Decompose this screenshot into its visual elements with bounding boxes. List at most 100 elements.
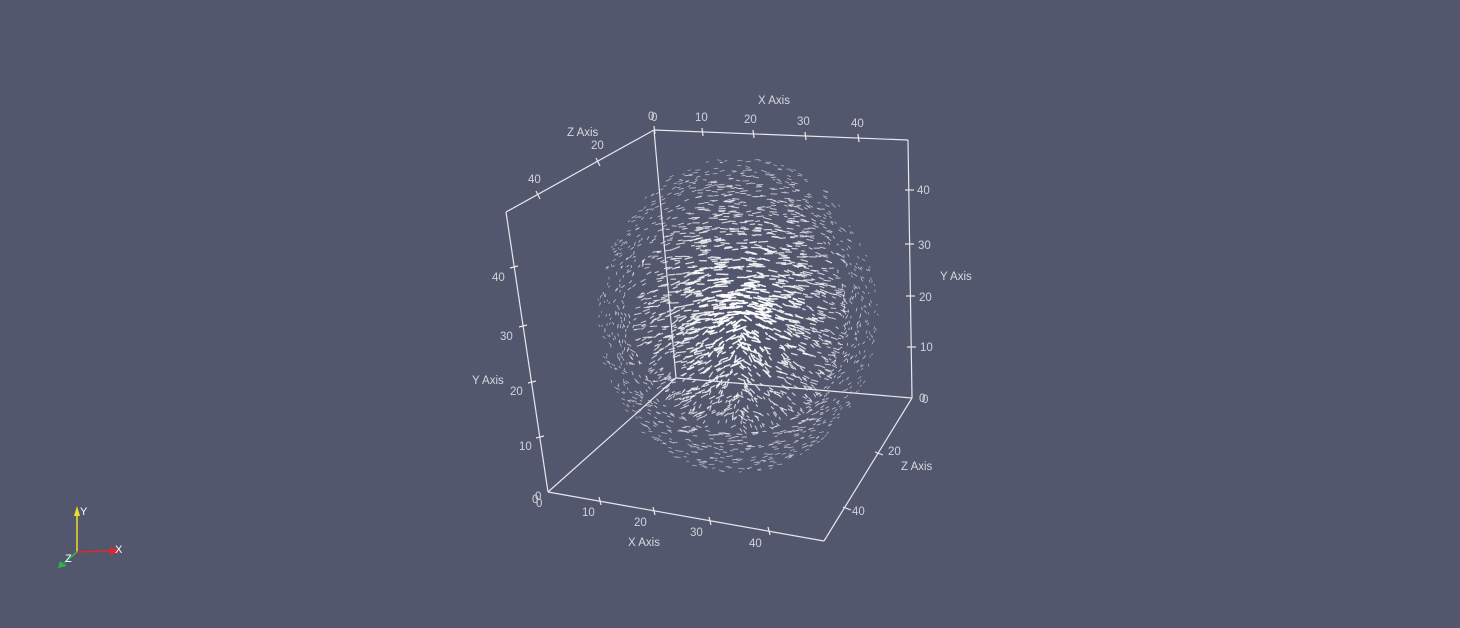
- vector-glyph: [649, 325, 658, 328]
- vector-glyph: [794, 434, 800, 437]
- vector-glyph: [666, 415, 671, 418]
- vector-glyph: [830, 369, 835, 372]
- vector-glyph: [654, 371, 658, 375]
- vector-glyph: [728, 178, 733, 180]
- vector-glyph: [694, 180, 698, 182]
- vector-glyph: [721, 221, 730, 224]
- vector-glyph: [670, 412, 675, 416]
- vector-glyph: [830, 336, 838, 341]
- vector-glyph: [622, 294, 626, 299]
- vector-glyph: [723, 406, 731, 411]
- vector-glyph: [747, 418, 753, 422]
- vector-glyph: [795, 189, 800, 192]
- vector-glyph: [744, 386, 750, 392]
- vector-glyph: [691, 387, 697, 391]
- vector-glyph: [693, 401, 697, 406]
- vector-glyph: [802, 430, 807, 433]
- vector-glyph: [847, 382, 852, 385]
- vector-glyph: [806, 305, 812, 309]
- vector-glyph: [619, 248, 623, 251]
- vector-glyph: [648, 404, 653, 407]
- vector-glyph: [713, 214, 723, 218]
- vector-glyph: [781, 230, 787, 233]
- vector-glyph: [641, 264, 645, 267]
- left-y-tick-10: 10: [519, 441, 532, 453]
- vector-glyph: [842, 260, 845, 264]
- vector-glyph: [730, 335, 739, 340]
- vector-glyph: [832, 347, 840, 351]
- vector-glyph: [702, 245, 708, 248]
- vector-glyph: [616, 391, 619, 394]
- vector-glyph: [653, 423, 659, 426]
- vector-glyph: [781, 255, 790, 259]
- vector-glyph: [790, 328, 797, 332]
- vector-glyph: [695, 226, 700, 229]
- vector-glyph: [669, 175, 674, 178]
- vector-glyph: [695, 413, 698, 416]
- vector-glyph: [661, 197, 666, 201]
- vector-glyph: [753, 329, 760, 334]
- vector-glyph: [844, 351, 847, 355]
- vector-glyph: [683, 309, 692, 312]
- triad-z-arrow: [58, 561, 67, 568]
- vector-glyph: [691, 312, 704, 316]
- vector-glyph: [740, 257, 752, 261]
- vector-glyph: [870, 299, 872, 304]
- vector-glyph: [622, 402, 625, 405]
- vector-glyph: [702, 229, 711, 233]
- vector-glyph: [685, 392, 693, 395]
- vector-glyph: [782, 335, 791, 341]
- vector-glyph: [770, 207, 777, 210]
- vector-glyph: [822, 333, 830, 337]
- vector-glyph: [689, 328, 699, 334]
- vector-glyph: [663, 325, 670, 329]
- vector-glyph: [622, 391, 626, 393]
- vector-glyph: [801, 426, 806, 429]
- vector-glyph: [732, 394, 739, 398]
- vector-glyph: [622, 358, 625, 361]
- vector-glyph: [657, 373, 665, 376]
- vector-glyph: [673, 246, 681, 250]
- vector-glyph: [800, 327, 811, 331]
- vector-glyph: [730, 362, 741, 368]
- vector-glyph: [694, 227, 704, 231]
- vector-glyph: [808, 397, 812, 401]
- vector-glyph: [654, 235, 657, 238]
- vector-glyph: [857, 329, 859, 334]
- vector-glyph: [732, 258, 741, 262]
- vector-glyph: [708, 371, 714, 378]
- orientation-axes-triad[interactable]: Y X Z: [58, 506, 123, 568]
- vector-glyph: [718, 316, 729, 322]
- vector-glyph: [812, 221, 817, 225]
- vector-glyph: [653, 362, 657, 366]
- vector-glyph: [753, 335, 761, 343]
- vector-glyph: [647, 330, 653, 333]
- vector-glyph: [604, 329, 606, 333]
- vector-glyph: [788, 205, 793, 207]
- vector-glyph: [687, 184, 691, 188]
- vector-glyph: [681, 227, 688, 230]
- vector-glyph: [811, 354, 816, 358]
- vector-glyph: [656, 385, 662, 389]
- vector-glyph: [787, 204, 795, 207]
- vector-glyph: [624, 328, 627, 332]
- vector-glyph: [802, 352, 808, 355]
- vector-glyph: [719, 327, 725, 333]
- right-y-tick-30: 30: [918, 240, 931, 252]
- vector-glyph: [781, 361, 789, 366]
- vector-glyph: [692, 182, 696, 185]
- vector-glyph: [846, 394, 848, 398]
- left-y-tick-20: 20: [510, 386, 523, 398]
- vector-glyph: [858, 286, 861, 290]
- vector-glyph: [613, 250, 618, 253]
- vector-glyph: [736, 294, 751, 297]
- vector-glyph: [781, 248, 790, 251]
- vector-glyph: [831, 301, 836, 305]
- vector-glyph: [737, 338, 742, 346]
- vector-glyph: [657, 411, 661, 415]
- vector-glyph: [655, 205, 660, 208]
- vector-glyph: [744, 315, 753, 322]
- vector-glyph: [822, 195, 828, 198]
- vector-glyph: [663, 224, 667, 227]
